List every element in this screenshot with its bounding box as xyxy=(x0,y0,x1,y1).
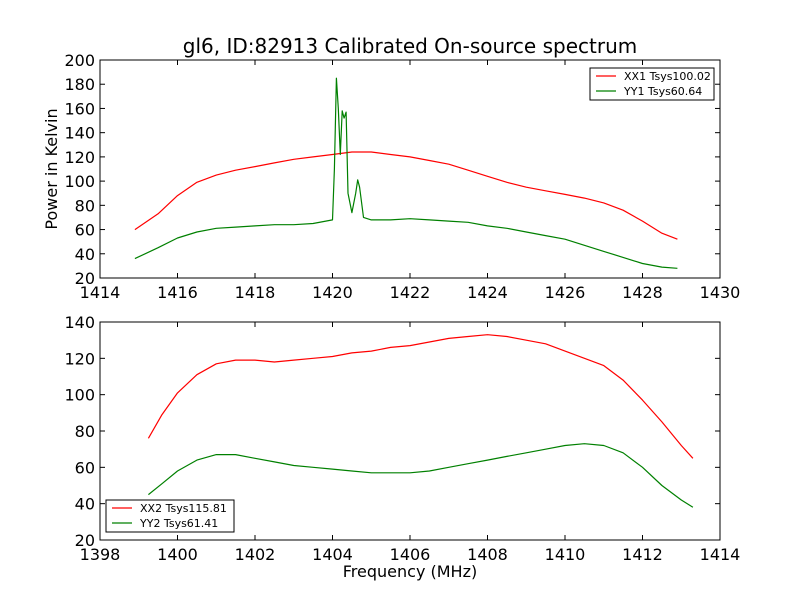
series-line-1-2 xyxy=(134,77,678,269)
legend-label: XX1 Tsys100.02 xyxy=(624,70,711,83)
y-tick-label: 40 xyxy=(75,495,95,514)
x-axis-label: Frequency (MHz) xyxy=(343,562,477,581)
legend-label: YY1 Tsys60.64 xyxy=(623,85,702,98)
legend-label: XX2 Tsys115.81 xyxy=(140,502,227,515)
y-tick-label: 200 xyxy=(64,51,95,70)
x-tick-label: 1418 xyxy=(235,283,276,302)
legend-box xyxy=(105,499,235,533)
y-tick-label: 60 xyxy=(75,458,95,477)
x-tick-label: 1412 xyxy=(622,545,663,564)
y-axis-label: Power in Kelvin xyxy=(42,108,61,229)
legend: XX2 Tsys115.81 YY2 Tsys61.41 xyxy=(105,499,235,533)
y-tick-label: 180 xyxy=(64,75,95,94)
y-tick-label: 20 xyxy=(75,531,95,550)
y-tick-label: 80 xyxy=(75,422,95,441)
x-tick-label: 1424 xyxy=(467,283,508,302)
y-tick-label: 20 xyxy=(75,269,95,288)
x-tick-label: 1426 xyxy=(545,283,586,302)
x-tick-label: 1406 xyxy=(390,545,431,564)
x-tick-label: 1428 xyxy=(622,283,663,302)
legend-label: YY2 Tsys61.41 xyxy=(139,517,218,530)
x-tick-label: 1422 xyxy=(390,283,431,302)
y-tick-label: 40 xyxy=(75,245,95,264)
y-tick-label: 120 xyxy=(64,349,95,368)
x-tick-label: 1414 xyxy=(80,283,121,302)
series-line-2-2 xyxy=(148,443,694,508)
y-tick-label: 120 xyxy=(64,148,95,167)
x-tick-label: 1404 xyxy=(312,545,353,564)
x-tick-label: 1430 xyxy=(700,283,741,302)
x-tick-label: 1420 xyxy=(312,283,353,302)
x-tick-label: 1400 xyxy=(157,545,198,564)
top-plot: 1414 1416 1418 1420 1422 1424 1426 1428 1430 20 40… xyxy=(64,51,740,302)
y-tick-label: 60 xyxy=(75,221,95,240)
series-line-1-1 xyxy=(134,151,678,240)
y-tick-label: 100 xyxy=(64,386,95,405)
x-tick-label: 1408 xyxy=(467,545,508,564)
x-tick-label: 1398 xyxy=(80,545,121,564)
x-tick-label: 1402 xyxy=(235,545,276,564)
x-tick-label: 1414 xyxy=(700,545,741,564)
y-tick-label: 160 xyxy=(64,99,95,118)
series-line-2-1 xyxy=(147,334,694,459)
y-tick-label: 140 xyxy=(64,124,95,143)
legend-box xyxy=(589,67,715,101)
y-tick-label: 80 xyxy=(75,196,95,215)
figure-title: gl6, ID:82913 Calibrated On-source spect… xyxy=(183,34,637,58)
x-tick-label: 1410 xyxy=(545,545,586,564)
legend: XX1 Tsys100.02 YY1 Tsys60.64 xyxy=(589,67,715,101)
y-tick-label: 100 xyxy=(64,172,95,191)
x-tick-label: 1416 xyxy=(157,283,198,302)
y-tick-label: 140 xyxy=(64,313,95,332)
bottom-plot: 1398 1400 1402 1404 1406 1408 1410 1412 1414 20 40… xyxy=(64,313,740,564)
